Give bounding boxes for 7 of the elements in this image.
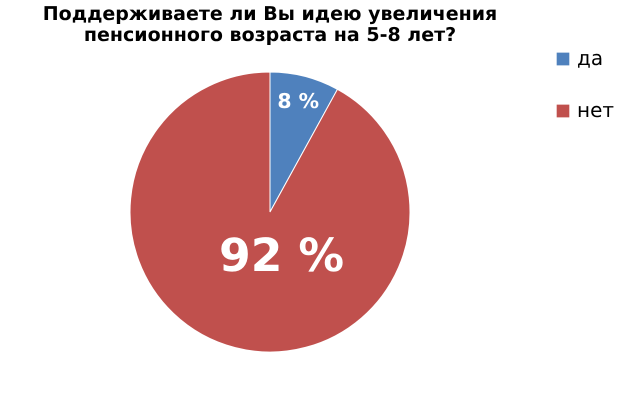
data-label: 8 %	[277, 88, 320, 113]
pie-slice	[130, 72, 410, 352]
legend-label: да	[577, 46, 604, 70]
text: пенсионного возраста на 5-8 лет?	[84, 24, 456, 46]
text: Поддерживаете ли Вы идею увеличения	[42, 3, 498, 25]
legend-label: нет	[577, 98, 614, 122]
data-label: 92 %	[219, 228, 344, 282]
